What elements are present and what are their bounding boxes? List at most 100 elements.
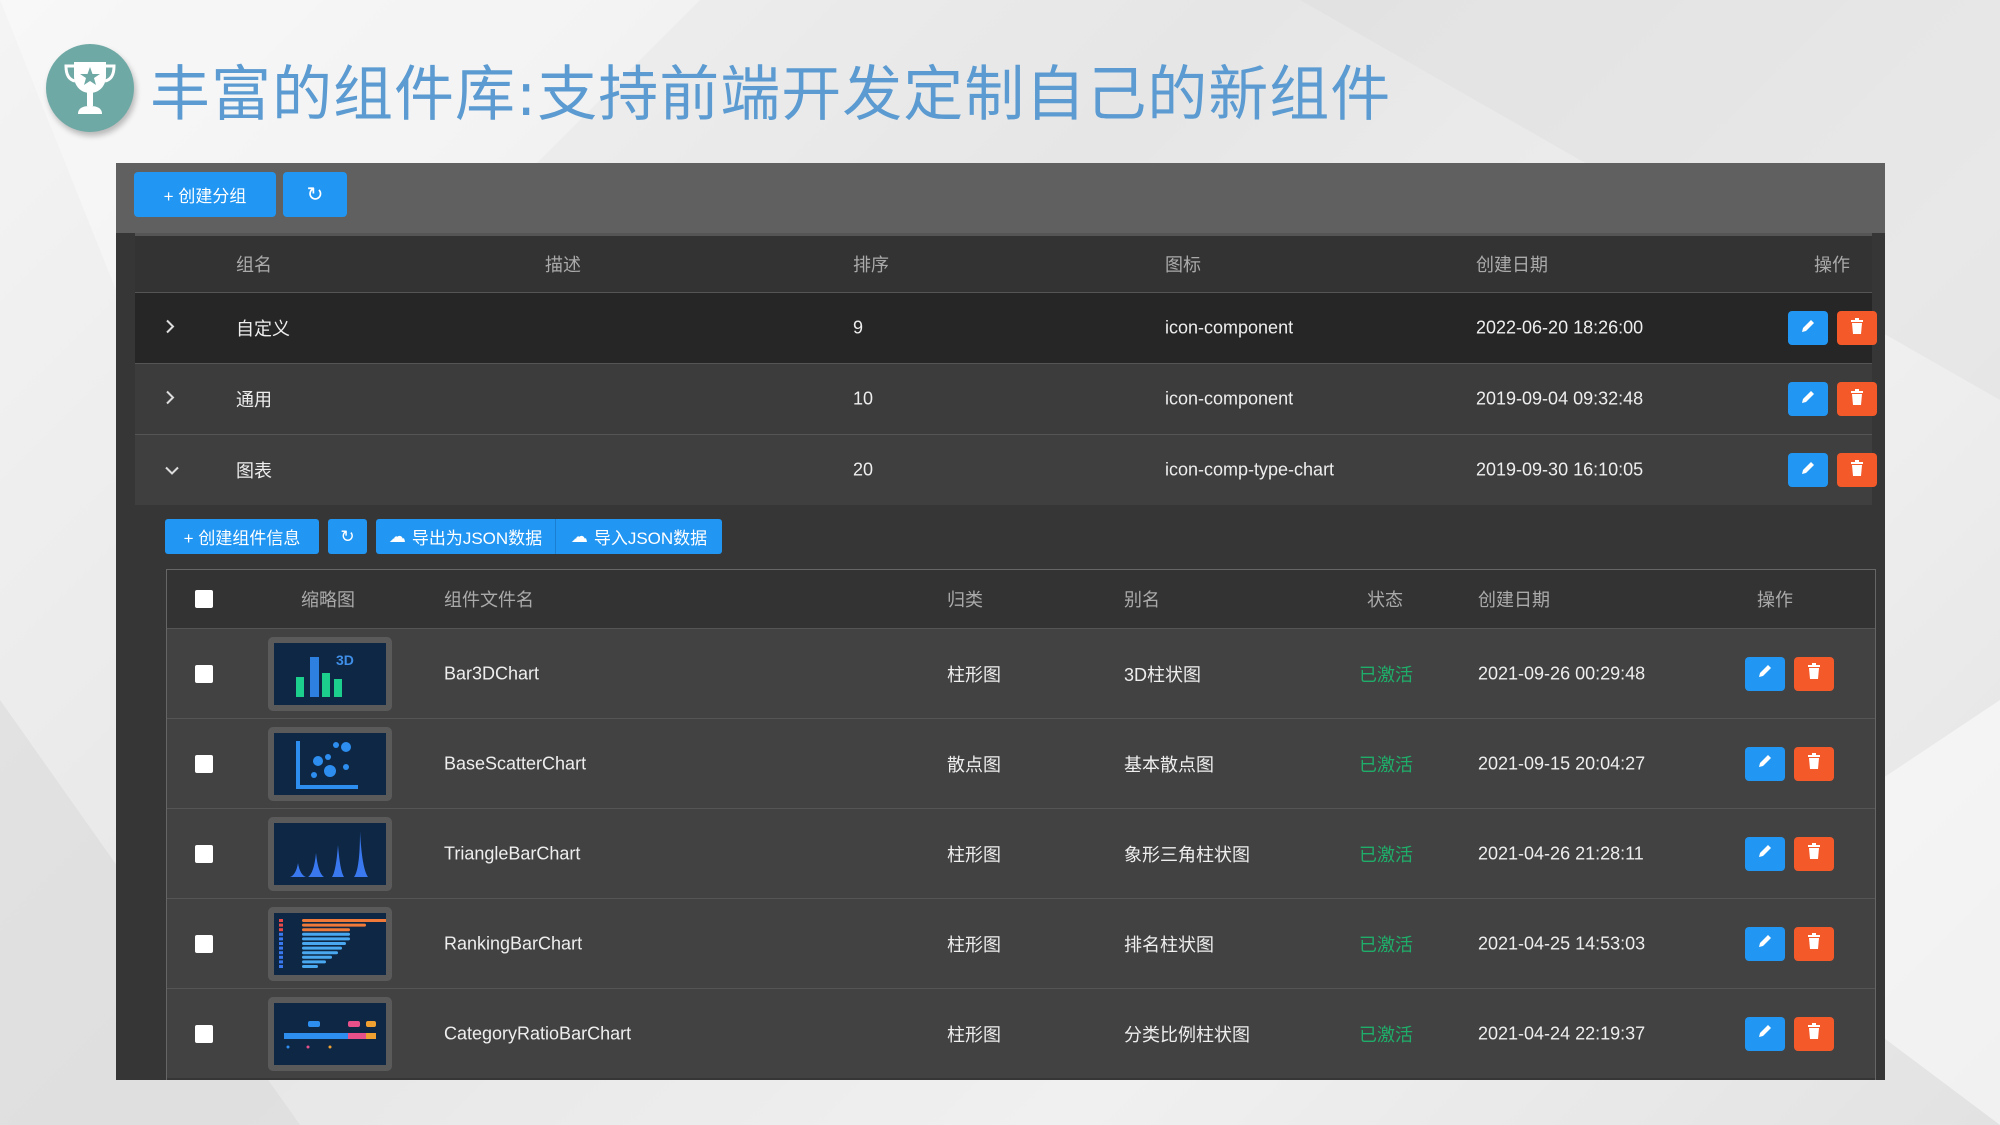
row-checkbox[interactable] (195, 664, 213, 683)
delete-button[interactable] (1794, 926, 1834, 961)
delete-button[interactable] (1837, 311, 1877, 345)
trophy-badge-icon (46, 44, 134, 132)
pencil-icon (1757, 1023, 1773, 1044)
trash-icon (1807, 843, 1821, 864)
group-icon: icon-component (1165, 317, 1294, 338)
component-category: 柱形图 (947, 664, 1001, 685)
column-header: 操作 (1757, 590, 1793, 610)
pencil-icon (1800, 318, 1816, 339)
status-badge: 已激活 (1359, 844, 1413, 865)
create-group-button[interactable]: + 创建分组 (134, 172, 276, 217)
group-created: 2019-09-04 09:32:48 (1476, 388, 1644, 409)
import-json-button[interactable]: ☁ 导入JSON数据 (556, 519, 722, 554)
status-badge: 已激活 (1359, 664, 1413, 685)
create-component-button[interactable]: + 创建组件信息 (165, 519, 319, 554)
cloud-download-icon: ☁ (388, 526, 406, 546)
component-row[interactable]: CategoryRatioBarChart 柱形图 分类比例柱状图 2021-04-2… (167, 988, 1875, 1078)
thumbnail-ratio (268, 996, 392, 1071)
edit-button[interactable] (1745, 746, 1785, 781)
component-alias: 分类比例柱状图 (1124, 1024, 1250, 1045)
component-row[interactable]: RankingBarChart 柱形图 排名柱状图 2021-04-25 14:53:… (167, 898, 1875, 988)
edit-button[interactable] (1788, 382, 1828, 416)
component-row[interactable]: BaseScatterChart 散点图 基本散点图 2021-09-15 20:04… (167, 718, 1875, 808)
column-header: 别名 (1124, 590, 1160, 610)
group-icon: icon-comp-type-chart (1165, 459, 1335, 480)
edit-button[interactable] (1745, 926, 1785, 961)
component-alias: 排名柱状图 (1124, 934, 1214, 955)
component-row[interactable]: TriangleBarChart 柱形图 象形三角柱状图 2021-04-26 21:… (167, 808, 1875, 898)
pencil-icon (1757, 663, 1773, 684)
delete-button[interactable] (1794, 1016, 1834, 1051)
group-order: 9 (853, 317, 864, 338)
trash-icon (1807, 663, 1821, 684)
refresh-components-button[interactable]: ↻ (328, 519, 367, 554)
pencil-icon (1757, 843, 1773, 864)
component-category: 柱形图 (947, 1024, 1001, 1045)
delete-button[interactable] (1837, 382, 1877, 416)
group-created: 2022-06-20 18:26:00 (1476, 317, 1644, 338)
edit-button[interactable] (1745, 1016, 1785, 1051)
column-header: 创建日期 (1478, 590, 1550, 610)
chevron-right-icon[interactable] (165, 318, 175, 339)
export-json-button[interactable]: ☁ 导出为JSON数据 (376, 519, 556, 554)
component-category: 柱形图 (947, 934, 1001, 955)
group-table-header: 组名 描述 排序 图标 创建日期 操作 (135, 233, 1872, 292)
pencil-icon (1757, 933, 1773, 954)
group-icon: icon-component (1165, 388, 1294, 409)
component-file: BaseScatterChart (444, 753, 587, 773)
group-row[interactable]: 图表 20 icon-comp-type-chart 2019-09-30 16:10… (135, 434, 1877, 505)
group-created: 2019-09-30 16:10:05 (1476, 459, 1644, 480)
column-header: 图标 (1165, 255, 1201, 275)
svg-text:3D: 3D (336, 652, 354, 668)
export-json-label: 导出为JSON数据 (411, 529, 543, 548)
row-checkbox[interactable] (195, 934, 213, 953)
edit-button[interactable] (1745, 836, 1785, 871)
edit-button[interactable] (1788, 311, 1828, 345)
component-file: TriangleBarChart (444, 843, 581, 863)
column-header: 创建日期 (1476, 255, 1548, 275)
thumbnail-bar3d: 3D (268, 636, 392, 711)
group-order: 20 (853, 459, 874, 480)
status-badge: 已激活 (1359, 754, 1413, 775)
group-row[interactable]: 通用 10 icon-component 2019-09-04 09:32:48 (135, 363, 1877, 434)
chevron-down-icon[interactable] (165, 460, 179, 481)
component-manager-panel: + 创建分组 ↻ 组名 描述 排序 图标 创建日期 操作 自定义 9 icon-compone… (116, 163, 1885, 1080)
refresh-button[interactable]: ↻ (283, 172, 347, 217)
delete-button[interactable] (1794, 746, 1834, 781)
component-created: 2021-04-24 22:19:37 (1478, 1023, 1646, 1043)
delete-button[interactable] (1794, 836, 1834, 871)
column-header: 缩略图 (301, 590, 355, 610)
edit-button[interactable] (1745, 656, 1785, 691)
column-header: 排序 (853, 255, 889, 275)
component-file: Bar3DChart (444, 663, 540, 683)
thumbnail-triangle (268, 816, 392, 891)
edit-button[interactable] (1788, 453, 1828, 487)
component-alias: 基本散点图 (1124, 754, 1214, 775)
component-file: CategoryRatioBarChart (444, 1023, 632, 1043)
select-all-checkbox[interactable] (195, 590, 213, 608)
pencil-icon (1800, 389, 1816, 410)
row-checkbox[interactable] (195, 1024, 213, 1043)
page-title: 丰富的组件库:支持前端开发定制自己的新组件 (150, 60, 1392, 130)
column-header: 操作 (1814, 255, 1850, 275)
delete-button[interactable] (1794, 656, 1834, 691)
chevron-right-icon[interactable] (165, 389, 175, 410)
row-checkbox[interactable] (195, 754, 213, 773)
trash-icon (1807, 1023, 1821, 1044)
column-header: 组名 (236, 255, 272, 275)
refresh-icon: ↻ (306, 184, 324, 206)
group-row[interactable]: 自定义 9 icon-component 2022-06-20 18:26:00 (135, 292, 1877, 363)
trash-icon (1850, 459, 1864, 481)
component-file: RankingBarChart (444, 933, 583, 953)
component-created: 2021-04-26 21:28:11 (1478, 843, 1644, 863)
component-alias: 3D柱状图 (1124, 664, 1202, 685)
component-row[interactable]: 3D Bar3DChart 柱形图 3D柱状图 2021-09-26 00:29:48 已… (167, 628, 1875, 718)
row-checkbox[interactable] (195, 844, 213, 863)
column-header: 归类 (947, 590, 983, 610)
delete-button[interactable] (1837, 453, 1877, 487)
refresh-icon: ↻ (340, 526, 355, 546)
group-name: 通用 (236, 390, 272, 410)
component-alias: 象形三角柱状图 (1124, 844, 1250, 865)
status-badge: 已激活 (1359, 1024, 1413, 1045)
component-created: 2021-04-25 14:53:03 (1478, 933, 1646, 953)
